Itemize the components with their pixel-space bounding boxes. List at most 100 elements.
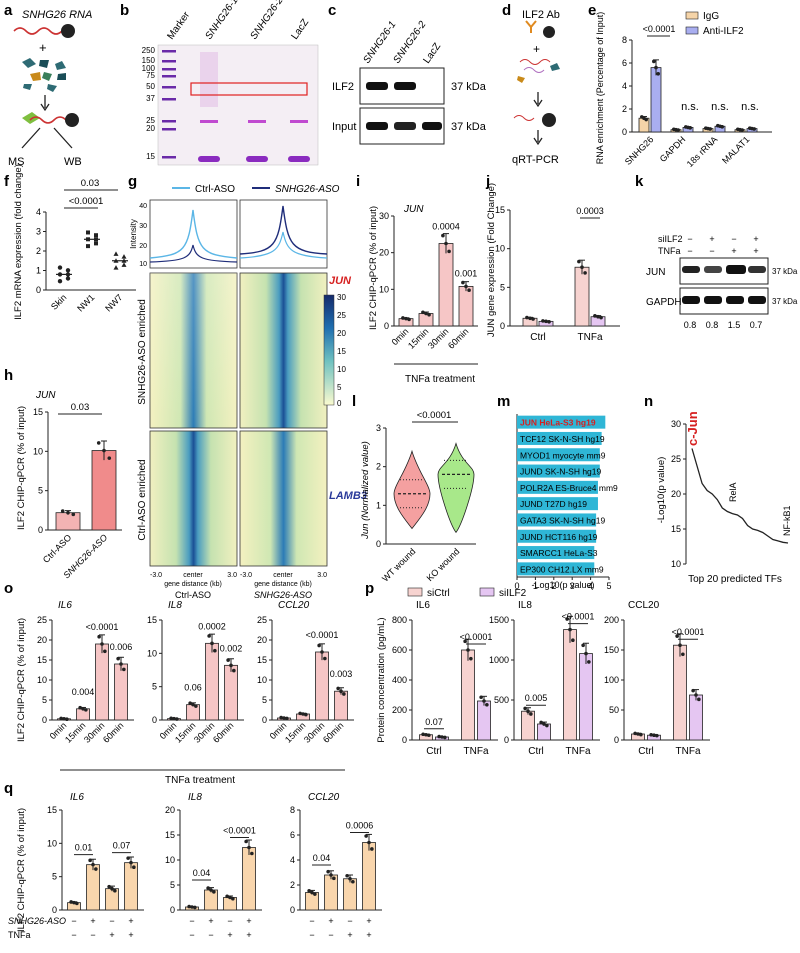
q-sign-aso: −	[71, 916, 76, 926]
o-bar-point	[320, 650, 324, 654]
o-ytick-label: 5	[42, 695, 47, 705]
marker-band	[162, 68, 176, 71]
q-bar-point	[126, 856, 130, 860]
k-row-jun: JUN	[646, 267, 665, 278]
p-bar-point	[485, 702, 489, 707]
q-sign-tnfa: +	[109, 930, 114, 940]
p-gene: IL6	[416, 600, 430, 611]
i-p-1: 0.0004	[432, 222, 460, 232]
q-bar	[223, 897, 237, 911]
p-bar-point	[678, 643, 682, 647]
e-xlabel: GAPDH	[658, 134, 688, 164]
f-p-1: <0.0001	[69, 196, 104, 207]
p-gene: CCL20	[628, 600, 660, 611]
bead-a	[61, 24, 75, 38]
q-bar-point	[348, 876, 352, 881]
m-xtick-label: 1	[533, 581, 538, 591]
p-ytick-label: 400	[392, 675, 407, 685]
h-bar	[91, 450, 117, 531]
i-bar-point	[461, 280, 465, 285]
p-ytick-label: 500	[494, 695, 509, 705]
marker-kda-label: 50	[146, 82, 155, 91]
m-bar-label: JUND SK-N-SH hg19	[520, 467, 602, 477]
q-pvalue: <0.0001	[223, 826, 256, 836]
i-bar-point	[404, 316, 408, 321]
p-legend-siilf2: siILF2	[499, 588, 527, 599]
lane-c-3: LacZ	[421, 41, 443, 66]
o-xlabel: 15min	[63, 720, 87, 744]
q-ytick-label: 10	[47, 838, 57, 848]
p-legend-siilf2-swatch	[479, 587, 495, 597]
o-ytick-label: 0	[42, 715, 47, 725]
q-pvalue: 0.04	[313, 853, 331, 863]
p-ytick-label: 100	[604, 675, 619, 685]
f-xlabel: NW7	[103, 292, 124, 313]
o-gene: CCL20	[278, 600, 310, 611]
marker-kda-label: 15	[146, 152, 155, 161]
p-pvalue: <0.0001	[672, 627, 705, 637]
panel-k: k siILF2 TNFa − + − + − − + + JUN GAPDH …	[635, 173, 798, 330]
q-bar-point	[367, 840, 371, 845]
j-bar-point	[547, 320, 551, 324]
o-bar-point	[301, 712, 305, 716]
ilf2-band-highlight	[190, 82, 308, 96]
f-point	[94, 233, 98, 238]
m-xtick-label: 4	[588, 581, 593, 591]
j-p: 0.0003	[576, 206, 604, 216]
e-ytick-label: 8	[622, 35, 627, 45]
m-bar-label: JUND HCT116 hg19	[520, 532, 598, 542]
p-bar-point	[523, 706, 527, 711]
plus-a: +	[39, 40, 47, 55]
j-bar-point	[528, 316, 532, 321]
p-xlabel: Ctrl	[528, 746, 544, 757]
q-bar	[124, 862, 138, 911]
q-sign-aso: −	[109, 916, 114, 926]
g-legend-ctrl: Ctrl-ASO	[195, 184, 235, 195]
p-pvalue: 0.07	[425, 717, 443, 727]
o-bar-point	[226, 658, 230, 662]
e-bar-Anti-ILF2-point	[654, 65, 658, 70]
o-ylabel: ILF2 CHIP-qPCR (% of input)	[16, 618, 27, 742]
j-xlabel: TNFa	[578, 332, 603, 343]
o-bar-point	[84, 708, 88, 712]
p-ytick-label: 200	[604, 615, 619, 625]
i-ytick-label: 10	[379, 284, 389, 294]
q-bar-point	[187, 904, 191, 909]
f-xlabel: NW1	[75, 292, 96, 313]
h-bar	[55, 512, 81, 531]
l-ytick-label: 3	[376, 423, 381, 433]
q-bar-point	[110, 886, 114, 891]
q-bar-point	[206, 886, 210, 890]
o-bar-point	[62, 717, 66, 721]
f-point	[57, 272, 63, 277]
q-ytick-label: 5	[170, 880, 175, 890]
arrow-wb	[53, 127, 73, 149]
p-bar-point	[565, 617, 569, 621]
o-pvalue: <0.0001	[306, 630, 339, 640]
p-bar-point	[571, 638, 575, 642]
bound-protein-a	[22, 112, 40, 124]
panel-l: l Jun (Normalized value) <0.0001 0 1 2 3 WT …	[352, 393, 476, 584]
q-bar-point	[75, 901, 79, 906]
q-sign-aso: +	[328, 916, 333, 926]
o-bar	[315, 651, 329, 721]
p-bar-point	[443, 735, 447, 740]
p-ytick-label: 800	[392, 615, 407, 625]
marker-kda-label: 100	[142, 64, 156, 73]
e-bar-IgG-point	[708, 127, 712, 131]
o-ytick-label: 0	[262, 715, 267, 725]
g-col-snhg: SNHG26-ASO	[254, 590, 312, 600]
q-bar	[343, 878, 357, 911]
p-bar	[563, 629, 577, 741]
q-bar-point	[129, 860, 133, 865]
p-bar-point	[529, 712, 533, 716]
k-s00: −	[687, 234, 692, 244]
j-ytick-label: 5	[500, 282, 505, 292]
p-bar-point	[463, 639, 467, 644]
o-bar-point	[97, 634, 101, 639]
i-xlabel: TNFa treatment	[405, 374, 475, 385]
j-bar-point	[583, 271, 587, 275]
q-ytick-label: 8	[290, 805, 295, 815]
cb-5: 5	[337, 383, 342, 392]
o-xlabel: 30min	[192, 720, 216, 744]
